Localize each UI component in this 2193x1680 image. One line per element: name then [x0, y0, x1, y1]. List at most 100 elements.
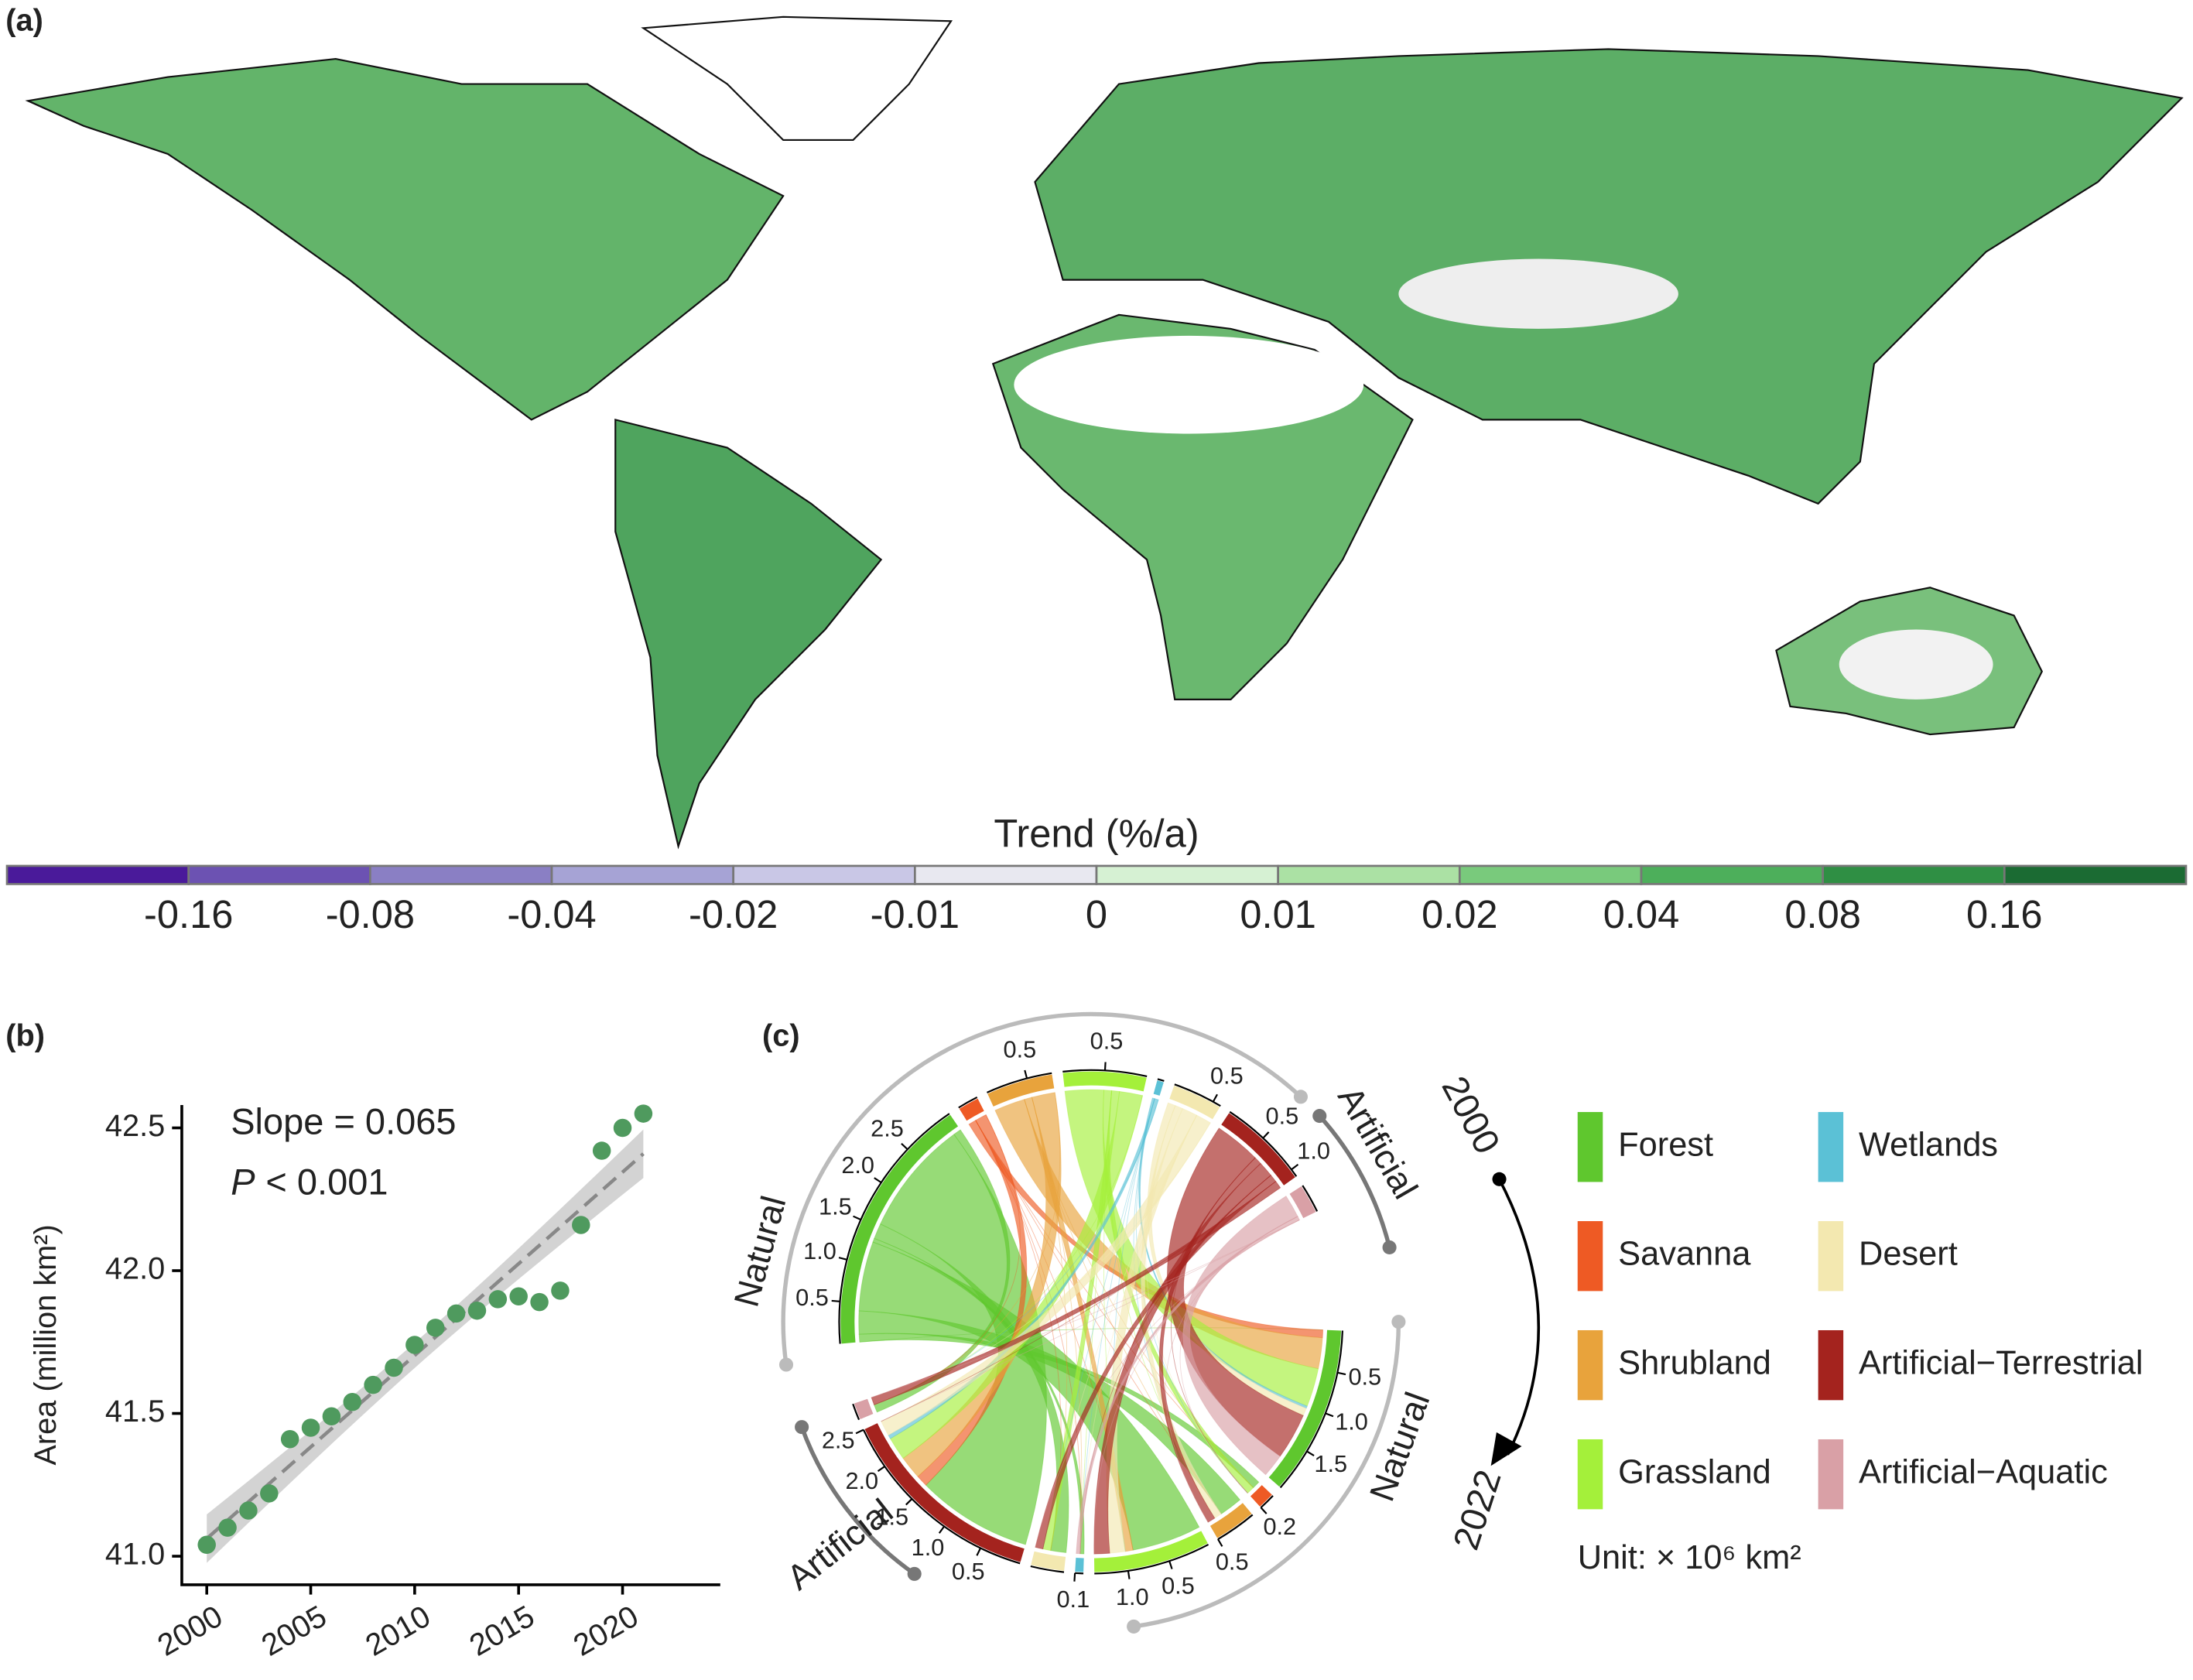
y-axis-title: Area (million km²): [29, 1224, 63, 1465]
group-arc: [1318, 1114, 1392, 1248]
legend-swatch: [1818, 1439, 1844, 1510]
north-america: [25, 57, 785, 421]
y-tick-label: 42.5: [105, 1109, 165, 1143]
group-end: [778, 1357, 794, 1372]
colorbar-swatch: [732, 864, 916, 885]
sector-tick: [874, 1177, 882, 1184]
point: [364, 1375, 382, 1394]
unit-label: Unit: × 10⁶ km²: [1578, 1539, 1801, 1576]
point: [197, 1535, 216, 1555]
legend-swatch: [1818, 1329, 1844, 1401]
chord-ribbon: [889, 1090, 1144, 1459]
point: [260, 1484, 279, 1503]
legend-label: Artificial−Aquatic: [1859, 1454, 2108, 1491]
colorbar-swatch: [913, 864, 1098, 885]
colorbar-tick-label: 0: [1086, 892, 1107, 936]
sector: [959, 1098, 984, 1121]
sector-tick: [838, 1257, 847, 1261]
sector-tick-label: 0.5: [1210, 1062, 1244, 1089]
central-asia-desert: [1398, 258, 1678, 329]
arrow-head: [1490, 1432, 1522, 1466]
sector-tick: [1073, 1572, 1076, 1582]
sector-tick: [1024, 1069, 1028, 1079]
group-end: [795, 1420, 809, 1435]
legend-swatch: [1577, 1439, 1603, 1510]
panel-b: (b) Area (million km²) 41.0 41.5 42.0 42.5 200…: [5, 1019, 720, 1663]
sector: [1031, 1551, 1066, 1571]
sector-tick: [1337, 1371, 1346, 1376]
sector: [1268, 1329, 1342, 1487]
sector-tick-label: 1.0: [1116, 1583, 1149, 1610]
point: [551, 1281, 570, 1300]
x-tick-label: 2020: [568, 1599, 645, 1662]
sector-tick: [1168, 1560, 1173, 1569]
panel-label: (c): [762, 1019, 800, 1053]
point: [446, 1304, 466, 1323]
world-map: [25, 15, 2184, 850]
sector-tick: [855, 1429, 864, 1435]
sector-tick-label: 0.5: [1162, 1572, 1195, 1600]
sector: [1093, 1531, 1208, 1572]
group-end: [1293, 1090, 1308, 1104]
legend-label: Wetlands: [1859, 1127, 1998, 1164]
chord-ribbon: [871, 1181, 1281, 1406]
point: [343, 1393, 362, 1411]
sahara: [1014, 335, 1364, 434]
point: [239, 1501, 258, 1520]
group-arc: [1133, 1322, 1401, 1629]
sector-tick: [1127, 1570, 1131, 1579]
sector-tick: [1262, 1131, 1270, 1139]
sector-tick-label: 0.5: [1216, 1548, 1249, 1575]
legend-label: Savanna: [1618, 1236, 1751, 1273]
group-label: Artificial: [779, 1491, 900, 1598]
colorbar-swatch: [1640, 864, 1824, 885]
group-end: [907, 1566, 922, 1581]
point: [613, 1118, 632, 1138]
sector-tick: [1260, 1507, 1268, 1514]
sector-tick: [1291, 1163, 1299, 1171]
colorbar-tick-label: -0.04: [507, 892, 596, 936]
point: [634, 1104, 653, 1123]
sector-axis: [852, 1403, 860, 1421]
legend-label: Grassland: [1618, 1454, 1771, 1491]
colorbar-tick-label: -0.01: [871, 892, 960, 936]
panel-c: (c)0.51.01.52.02.50.5 0.50.50.51.00.51.01…: [727, 1011, 2143, 1634]
year-arrow: [1497, 1178, 1541, 1456]
sector: [840, 1114, 959, 1344]
sector: [1221, 1113, 1295, 1186]
x-tick-label: 2015: [464, 1599, 540, 1662]
year-start: 2000: [1434, 1069, 1508, 1160]
sector-axis: [987, 1072, 1052, 1093]
point: [426, 1319, 445, 1337]
sector-tick-label: 0.5: [795, 1284, 829, 1311]
sector-axis: [1279, 1330, 1343, 1489]
sector: [1209, 1503, 1252, 1538]
arrow-start: [1492, 1172, 1507, 1186]
sector: [1250, 1485, 1272, 1507]
sector: [1062, 1071, 1147, 1092]
chord-ribbon: [1024, 1099, 1222, 1514]
legend-swatch: [1577, 1221, 1603, 1292]
australia-interior: [1839, 629, 1993, 700]
point: [488, 1290, 508, 1309]
panel-label: (a): [5, 4, 43, 38]
chord-ribbon: [888, 1098, 1159, 1439]
sector-tick-label: 2.5: [871, 1115, 904, 1142]
point: [301, 1418, 320, 1437]
group-end: [1127, 1619, 1141, 1634]
sector-axis: [1174, 1083, 1221, 1107]
group-arc: [781, 1011, 1302, 1365]
sector-tick-label: 1.0: [912, 1534, 945, 1561]
point: [280, 1429, 299, 1449]
p-value: < 0.001: [265, 1161, 388, 1202]
p-symbol: P: [231, 1161, 255, 1202]
chord-ribbon: [902, 1092, 1062, 1477]
chord-ribbon: [917, 1114, 1028, 1486]
legend-label: Artificial−Terrestrial: [1859, 1345, 2143, 1382]
chord-ribbon: [1108, 1090, 1222, 1514]
sector-tick: [831, 1299, 840, 1302]
point: [385, 1358, 403, 1377]
colorbar-tick-label: 0.04: [1603, 892, 1679, 936]
sector: [1169, 1086, 1220, 1120]
